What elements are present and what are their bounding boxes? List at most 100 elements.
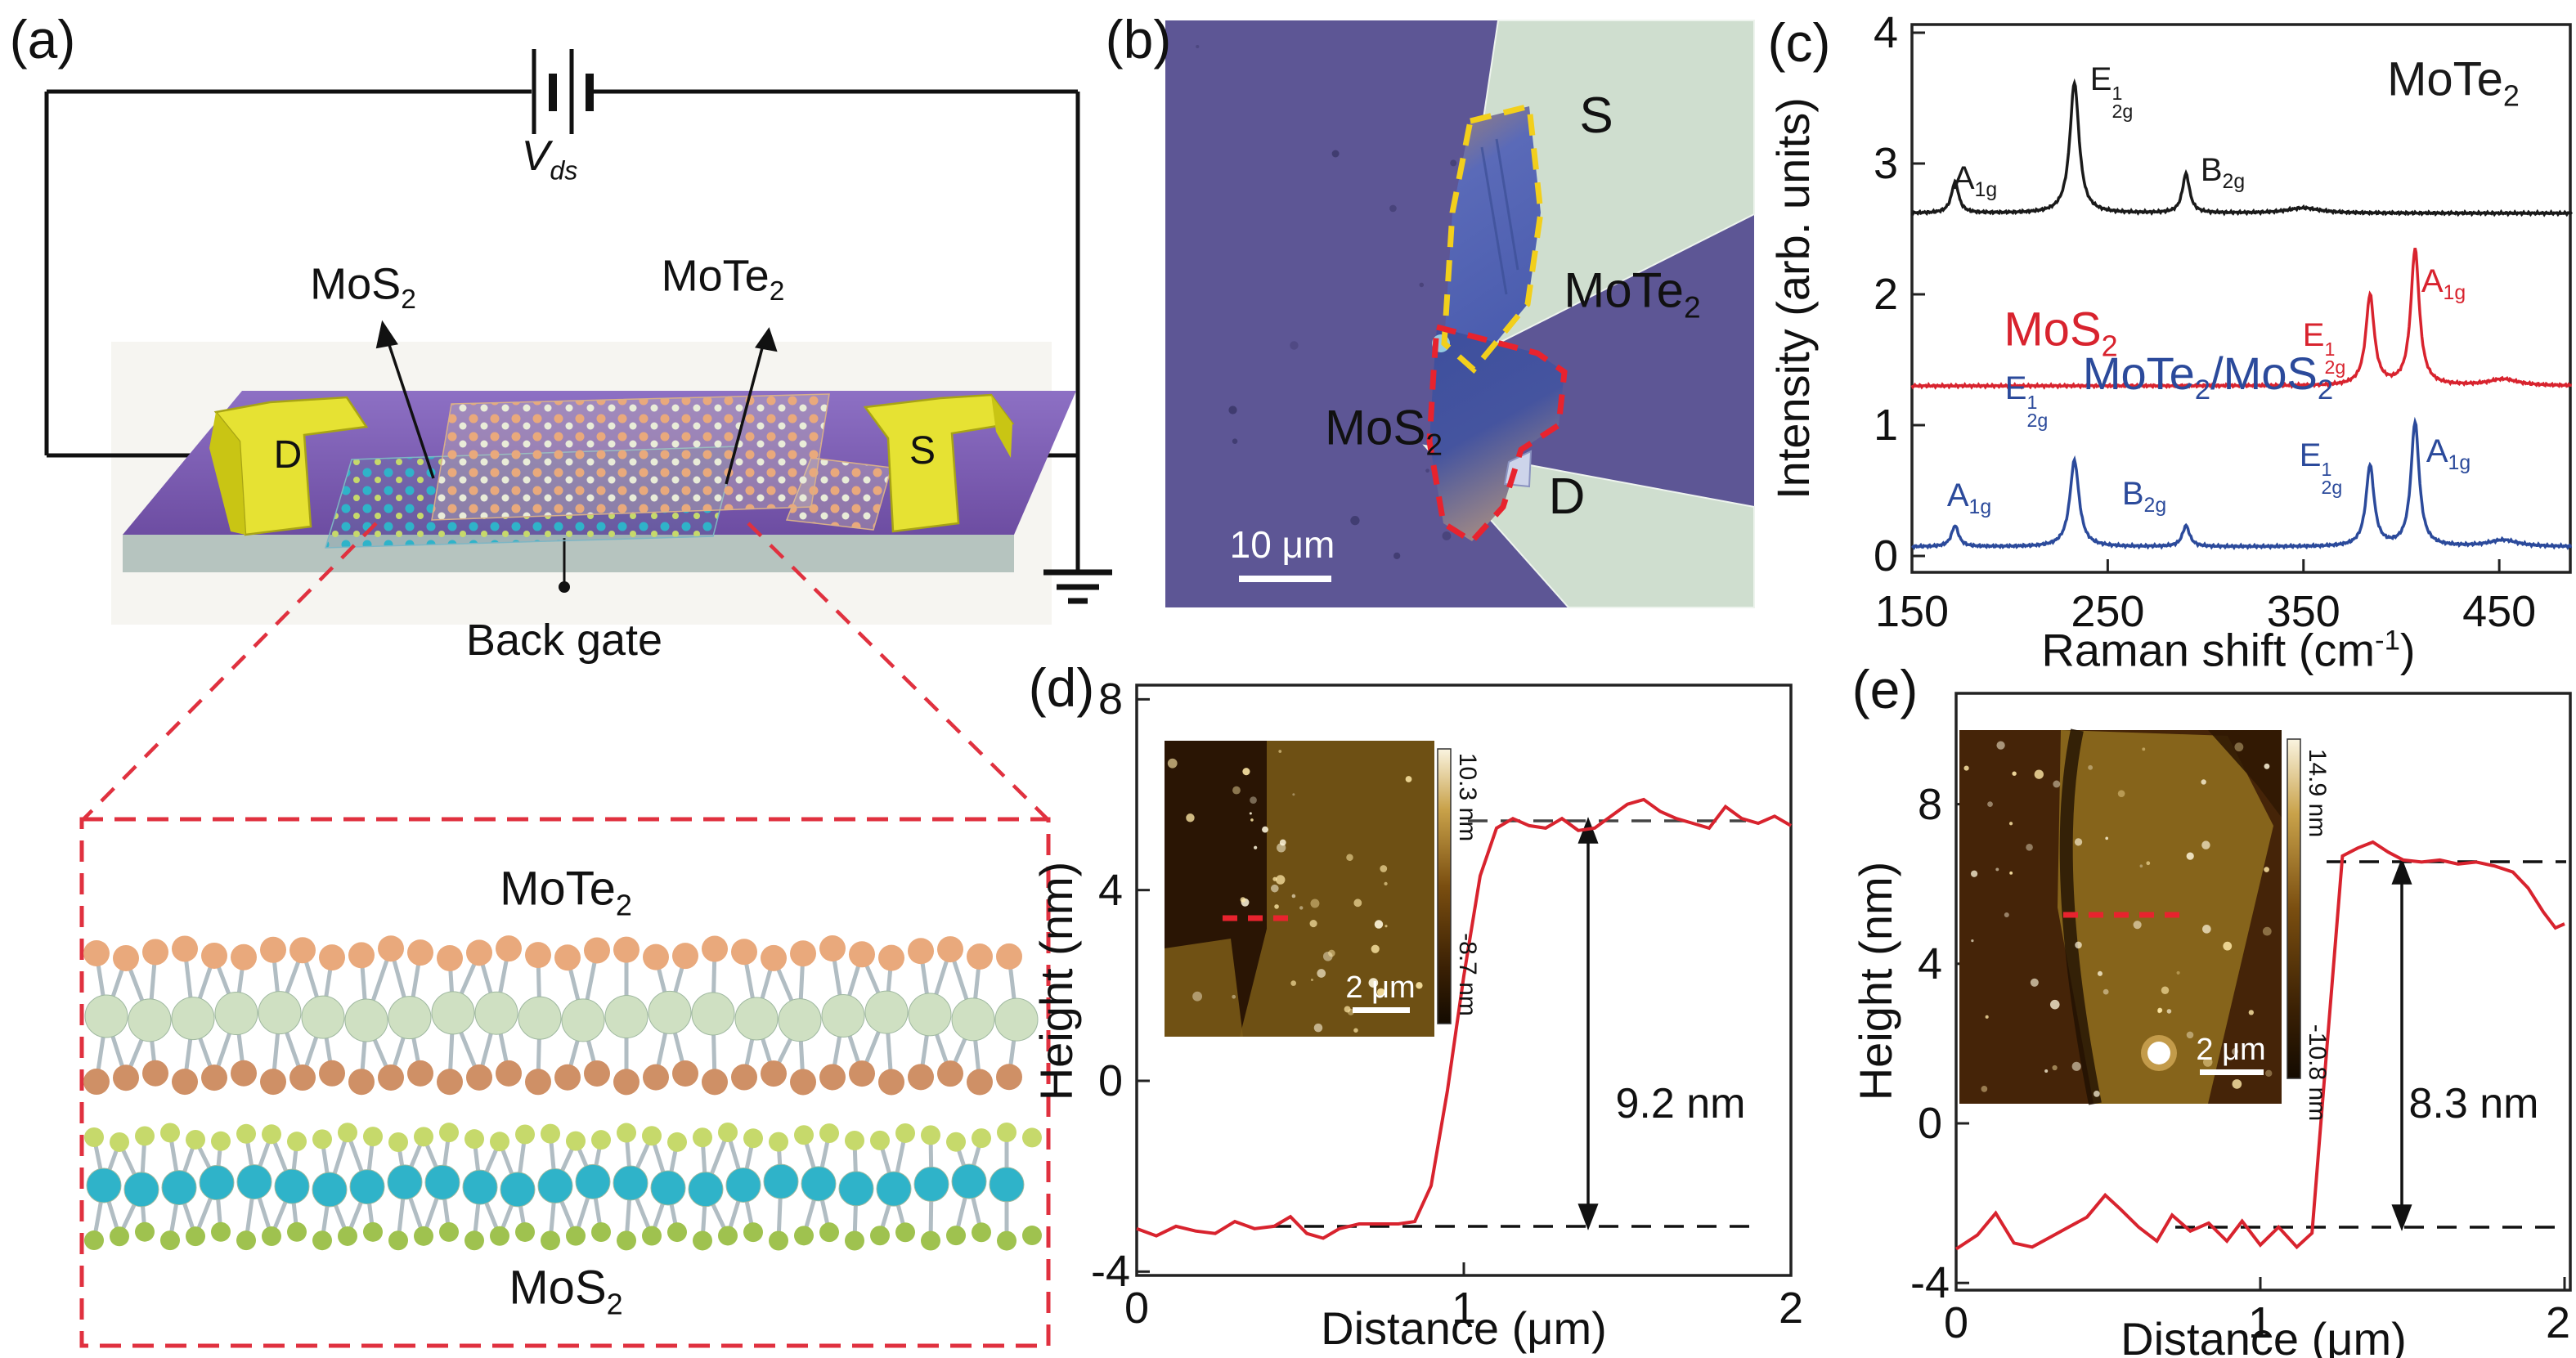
label-arrows	[375, 320, 778, 485]
profile-d-dimension-arrow	[1577, 817, 1599, 1230]
profile-ytick-1-8: 8	[1097, 675, 1124, 724]
panel-e-profile	[1954, 692, 2572, 1292]
annotation-12: A1g	[2426, 433, 2471, 475]
panel-a-schematic	[44, 49, 1112, 1348]
raman-xtick-350: 350	[2266, 587, 2340, 636]
mote2-flake	[1444, 106, 1541, 370]
source-label-a: S	[909, 429, 936, 473]
profile-ytick-1--4: -4	[1090, 1247, 1131, 1297]
panel-c-raman	[1910, 23, 2574, 574]
annotation-9: E 1 2g	[2004, 370, 2049, 431]
raman-curves	[1910, 78, 2574, 551]
profile-d-xlabel: Distance (μm)	[1321, 1302, 1607, 1354]
afm-d-colorbar	[1437, 748, 1452, 1024]
afm-e-colorbar	[2287, 738, 2301, 1079]
drain-electrode-shade	[209, 412, 245, 535]
profile-ytick-1-0: 0	[1097, 1056, 1124, 1105]
mos2-label-a: MoS2	[310, 259, 416, 316]
panel-b-micrograph	[1165, 20, 1755, 608]
mote2-flake-streaks	[1480, 138, 1519, 295]
drain-label-b: D	[1548, 468, 1586, 525]
annotation-7: MoTe2/MoS2	[2082, 347, 2334, 406]
mos2-outline-dashed	[1426, 323, 1568, 545]
profile-ytick-2-0: 0	[1917, 1099, 1943, 1148]
profile-ytick-2--4: -4	[1910, 1258, 1950, 1308]
raman-xtick-450: 450	[2462, 587, 2537, 636]
annotation-4: MoS2	[2004, 303, 2118, 363]
mos2-flake	[1429, 327, 1564, 541]
battery-icon	[532, 49, 594, 134]
profile-xtick-2-1: 1	[2247, 1298, 2273, 1347]
zoom-dashed-lines	[79, 522, 1051, 1348]
annotation-13: 9.2 nm	[1615, 1080, 1746, 1127]
profile-e-curve	[1954, 840, 2565, 1251]
mote2-outline-dashed	[1441, 102, 1544, 374]
profile-xtick-1-0: 0	[1124, 1284, 1150, 1333]
annotation-14: 8.3 nm	[2408, 1080, 2539, 1127]
afm-e-colorbar-min: -10.8 nm	[2304, 1024, 2331, 1122]
profile-xtick-1-2: 2	[1778, 1284, 1804, 1333]
profile-ytick-2-4: 4	[1917, 939, 1943, 988]
drain-electrode	[213, 396, 369, 536]
annotation-6: A1g	[2421, 263, 2466, 305]
profile-e-xlabel: Distance (μm)	[2120, 1313, 2407, 1358]
profile-xtick-2-0: 0	[1943, 1298, 1969, 1347]
atomic-structure-inset	[83, 935, 1042, 1251]
raman-xtick-150: 150	[1874, 587, 1950, 636]
profile-xtick-1-1: 1	[1451, 1284, 1477, 1333]
annotation-2: B2g	[2200, 152, 2246, 194]
scalebar-label-b: 10 μm	[1229, 523, 1335, 566]
annotation-8: A1g	[1946, 477, 1992, 519]
raman-ytick-3: 3	[1873, 139, 1899, 188]
afm-d-lower-terrace	[1165, 939, 1243, 1037]
inset-mote2-label: MoTe2	[500, 862, 632, 922]
raman-plot-box	[1910, 23, 2572, 574]
raman-xlabel: Raman shift (cm-1)	[2041, 624, 2416, 676]
profile-e-dimension-arrow	[2391, 858, 2412, 1231]
back-gate-label: Back gate	[465, 616, 663, 665]
profile-d-curve	[1136, 797, 1793, 1240]
panel-label-d: (d)	[1028, 657, 1095, 718]
annotation-3: MoTe2	[2387, 52, 2520, 113]
afm-e-dark-corner	[2208, 730, 2282, 818]
profile-e-ylabel: Height (nm)	[1850, 861, 1901, 1101]
raman-ytick-4: 4	[1873, 8, 1899, 57]
afm-d-colorbar-min: -8.7 nm	[1454, 933, 1481, 1016]
inset-mos2-label: MoS2	[509, 1261, 623, 1321]
afm-e-scalebar-label: 2 μm	[2196, 1033, 2266, 1067]
source-electrode-shade	[991, 395, 1012, 458]
panel-label-e: (e)	[1851, 659, 1919, 719]
raman-curve-0	[1911, 78, 2574, 217]
profile-ytick-2-8: 8	[1917, 779, 1943, 829]
afm-inset-d	[1165, 741, 1452, 1037]
annotation-11: E 1 2g	[2299, 437, 2343, 498]
raman-ticks	[1910, 31, 2501, 572]
profile-ytick-1-4: 4	[1097, 865, 1124, 915]
profile-d-ylabel: Height (nm)	[1030, 861, 1082, 1101]
afm-d-scalebar-label: 2 μm	[1345, 970, 1416, 1005]
mote2-label-a: MoTe2	[661, 251, 785, 307]
raman-xtick-250: 250	[2071, 587, 2145, 636]
raman-curve-2	[1910, 416, 2573, 551]
afm-d-speckles	[1167, 750, 1423, 1033]
panel-d-profile	[1135, 683, 1793, 1277]
annotation-0: A1g	[1952, 160, 1998, 202]
annotation-5: E 1 2g	[2302, 317, 2346, 378]
afm-e-speckles	[1963, 741, 2273, 1097]
circuit-wires	[44, 89, 1080, 572]
raman-ytick-0: 0	[1873, 531, 1899, 580]
raman-curve-1	[1910, 248, 2572, 390]
afm-inset-e	[1959, 728, 2301, 1105]
raman-ytick-2: 2	[1873, 270, 1899, 319]
drain-label-a: D	[273, 433, 303, 477]
ground-icon	[1043, 569, 1112, 604]
vds-label: Vds	[521, 132, 578, 186]
profile-d-ticks	[1135, 697, 1793, 1275]
afm-d-colorbar-max: 10.3 nm	[1454, 752, 1481, 842]
source-electrode	[863, 393, 1015, 533]
mote2-sheet	[431, 393, 830, 521]
zoom-dashed-box	[79, 817, 1051, 1348]
panel-label-b: (b)	[1105, 9, 1172, 69]
